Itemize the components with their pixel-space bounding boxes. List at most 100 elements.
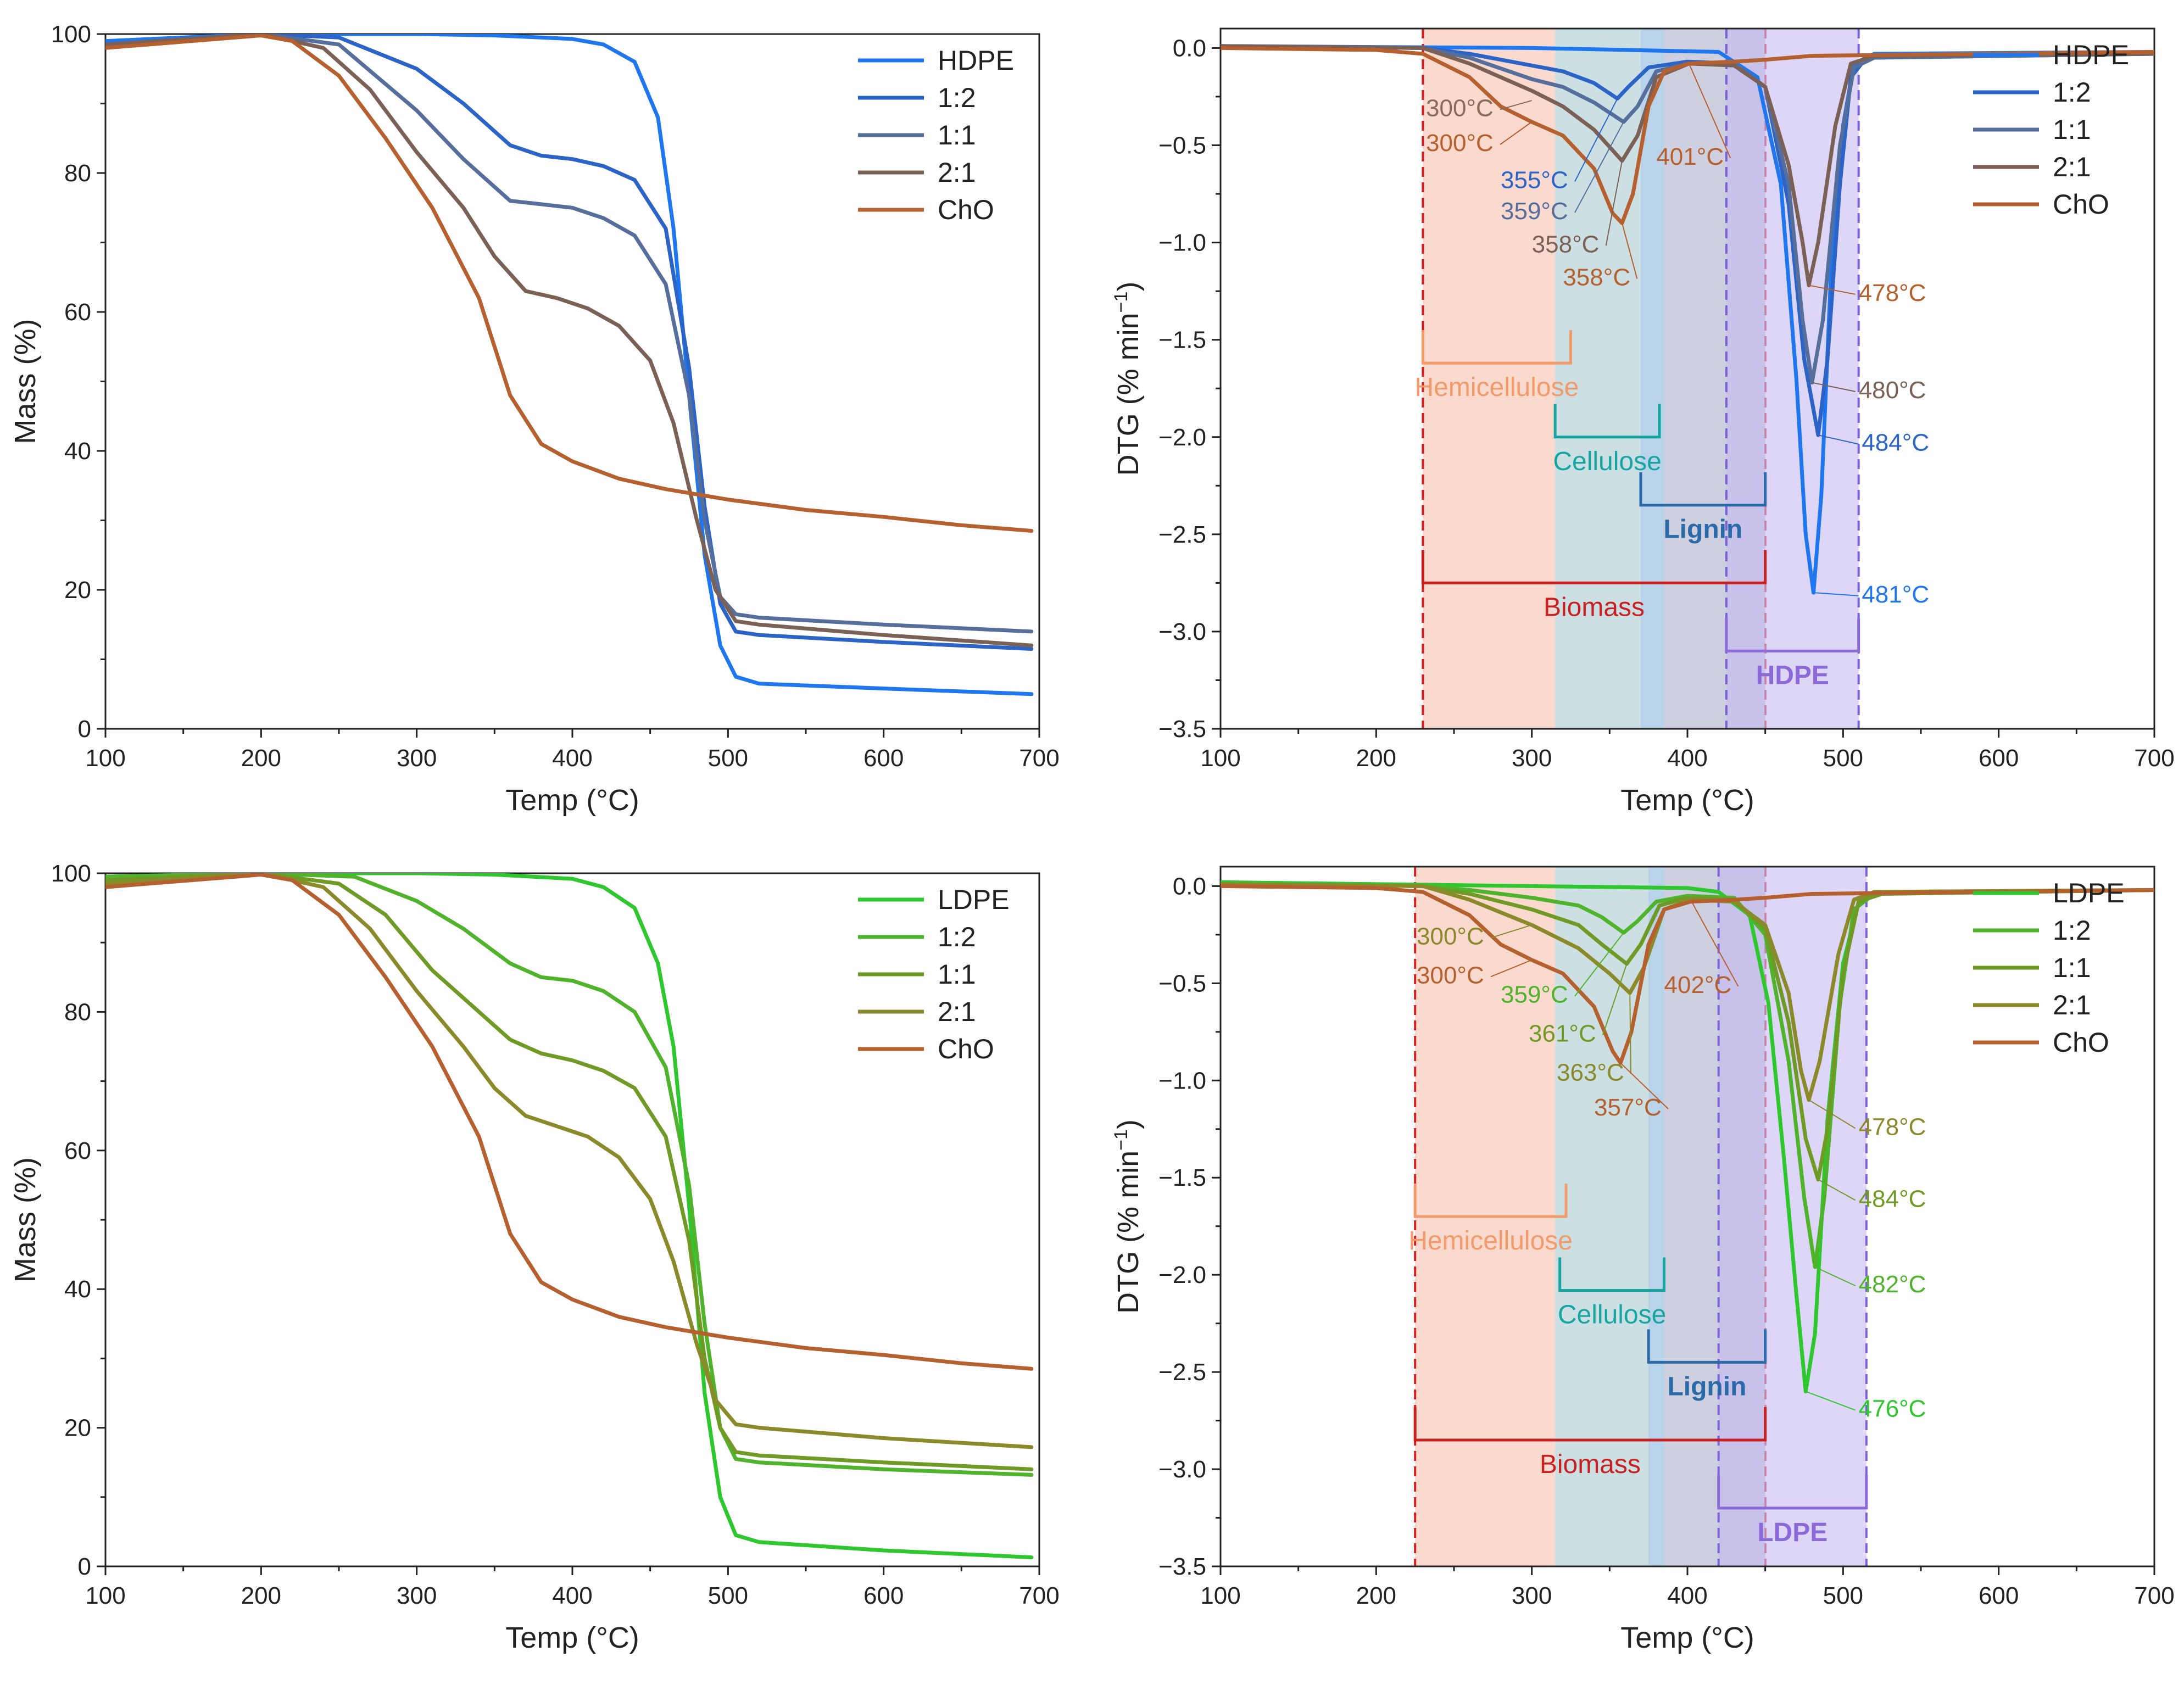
bracket-label-lignin: Lignin [1663,515,1742,544]
x-axis-label: Temp (°C) [1620,1621,1754,1654]
bracket-label-hdpe: HDPE [1756,661,1829,690]
series-line-cho [105,873,1034,1371]
y-axis-label-main: DTG (% min [1112,1151,1145,1314]
x-axis-label: Temp (°C) [505,784,639,817]
annotation-leader [1814,1266,1856,1286]
legend-label: ChO [2053,189,2109,220]
y-axis-label-main: Mass (%) [9,1157,42,1282]
annotation-leader [1690,899,1739,987]
series-line-1-1 [105,873,1034,1471]
y-tick-label: 0 [78,1553,91,1580]
y-tick-label: 60 [64,299,91,326]
series-line-1-2 [105,34,1034,651]
y-tick-label: −2.0 [1158,424,1206,451]
dtg-hdpe-panel: 100 200 300 400 500 600 700 0.0 −0.5 −1.0 −1.5 −2.0… [1111,27,2175,817]
annotation-leader [1490,924,1532,939]
y-tick-label: 80 [64,998,91,1025]
x-tick-label: 400 [552,1582,592,1609]
bracket-biomass [1413,1407,1767,1442]
y-axis-label: Mass (%) [9,1157,42,1282]
x-tick-label: 500 [708,745,748,772]
y-tick-label: 20 [64,1415,91,1442]
region-hdpe [1726,29,1859,729]
annotation-leader [1605,160,1623,246]
x-tick-label: 600 [863,1582,904,1609]
annotation-label: 358°C [1532,231,1600,258]
bracket-hdpe [1725,618,1860,652]
legend-label: ChO [938,194,994,225]
y-tick-label: 100 [51,860,91,887]
y-tick-label: −1.5 [1158,1164,1206,1191]
x-tick-label: 600 [1979,1582,2019,1609]
y-tick-label: −1.5 [1158,327,1206,354]
x-tick-label: 200 [1356,745,1396,772]
x-tick-label: 500 [708,1582,748,1609]
x-tick-label: 300 [397,745,437,772]
annotation-leader [1812,382,1856,392]
bracket-lignin [1639,472,1767,507]
annotation-label: 481°C [1862,581,1929,608]
bracket-hemicellulose [1421,330,1572,365]
y-tick-label: −2.5 [1158,521,1206,548]
annotation-leader [1622,222,1638,279]
annotation-label: 361°C [1529,1020,1596,1047]
y-tick-label: 80 [64,160,91,187]
y-tick-label: −3.0 [1158,1456,1206,1483]
y-tick-label: 20 [64,577,91,604]
annotation-label: 482°C [1859,1271,1926,1298]
annotation-label: 478°C [1859,1113,1926,1140]
series-group [105,34,1034,696]
bracket-ldpe [1717,1475,1868,1510]
x-tick-label: 400 [552,745,592,772]
x-tick-label: 400 [1667,745,1707,772]
annotation-leader [1629,993,1631,1074]
x-tick-label: 300 [1512,745,1552,772]
bracket-label-hemicellulose: Hemicellulose [1415,373,1579,402]
annotation-leader [1574,932,1624,997]
x-tick-label: 300 [397,1582,437,1609]
y-tick-label: −1.0 [1158,1067,1206,1094]
x-tick-label: 700 [2134,745,2174,772]
legend-label: 1:2 [938,82,976,113]
annotation-leader [1490,959,1533,978]
bracket-label-cellulose: Cellulose [1558,1300,1666,1329]
x-tick-label: 600 [863,745,904,772]
annotation-label: 480°C [1859,377,1926,404]
y-tick-label: −2.0 [1158,1262,1206,1288]
y-tick-label: −1.0 [1158,230,1206,256]
annotation-leader [1818,434,1859,445]
x-tick-label: 200 [1356,1582,1396,1609]
legend-label: 1:1 [938,959,976,990]
x-tick-label: 100 [85,1582,125,1609]
legend-label: HDPE [2053,40,2129,70]
y-tick-label: 40 [64,438,91,465]
x-axis-label: Temp (°C) [505,1621,639,1654]
y-tick-label: 40 [64,1276,91,1303]
y-tick-label: 0.0 [1173,35,1206,62]
y-axis-label-end: ) [1112,282,1145,292]
bracket-label-ldpe: LDPE [1757,1518,1828,1547]
y-axis-label-main: DTG (% min [1112,313,1145,476]
annotation-label: 358°C [1563,264,1630,291]
legend-label: HDPE [938,45,1014,76]
annotation-label: 355°C [1501,166,1568,193]
series-line-cho [1221,46,2154,225]
x-tick-label: 200 [241,1582,281,1609]
x-tick-label: 100 [1200,745,1240,772]
y-tick-label: 0.0 [1173,873,1206,900]
annotation-label: 300°C [1417,962,1484,989]
tga-hdpe-panel: 100 200 300 400 500 600 700 0 20 40 60 80 100 Temp (°… [9,21,1060,817]
series-line-cho [105,34,1034,533]
annotation-label: 363°C [1557,1059,1624,1086]
x-tick-label: 300 [1512,1582,1552,1609]
bracket-cellulose [1553,404,1661,439]
annotation-leader [1808,284,1856,295]
annotation-leader [1813,592,1859,596]
series-line-2-1 [105,34,1034,648]
legend-label: 1:2 [2053,915,2091,946]
x-axis-label: Temp (°C) [1620,784,1754,817]
legend-label: LDPE [938,884,1010,915]
legend-label: 1:1 [938,120,976,150]
y-tick-label: −0.5 [1158,970,1206,997]
